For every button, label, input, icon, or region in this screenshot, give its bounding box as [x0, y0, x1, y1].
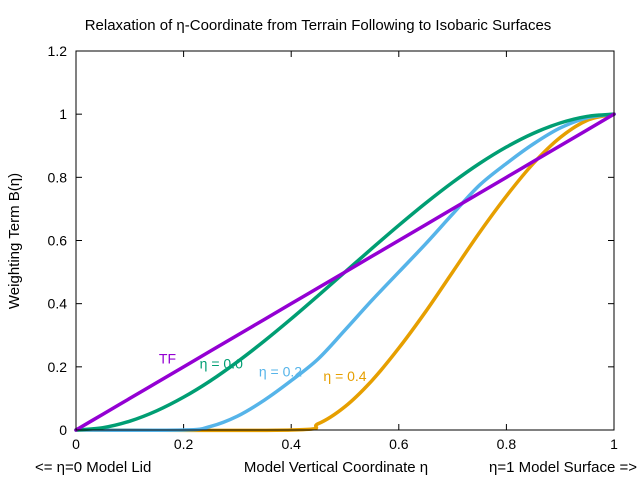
series-labels: TF η = 0.0 η = 0.2 η = 0.4 — [159, 351, 367, 384]
series-line-3 — [74, 112, 616, 433]
y-tick-label: 0.4 — [48, 296, 68, 312]
series-label-2: η = 0.2 — [259, 363, 302, 379]
data-series — [74, 112, 616, 433]
chart-title: Relaxation of η-Coordinate from Terrain … — [85, 17, 552, 34]
series-line-0 — [74, 112, 616, 432]
y-axis-title: Weighting Term B(η) — [6, 173, 23, 309]
x-axis-right-label: η=1 Model Surface => — [489, 459, 637, 476]
x-tick-label: 0 — [72, 436, 80, 452]
x-axis-left-label: <= η=0 Model Lid — [35, 459, 151, 476]
x-axis-title: Model Vertical Coordinate η — [244, 459, 428, 476]
x-tick-label: 0.8 — [497, 436, 517, 452]
series-label-1: η = 0.0 — [200, 355, 243, 371]
x-tick-label: 0.6 — [389, 436, 409, 452]
x-tick-label: 0.4 — [281, 436, 301, 452]
y-tick-label: 1.2 — [48, 43, 68, 59]
series-line-2 — [74, 112, 616, 433]
series-label-0: TF — [159, 351, 176, 367]
y-tick-label: 0.6 — [48, 233, 68, 249]
series-label-3: η = 0.4 — [323, 368, 366, 384]
plot-frame — [75, 50, 615, 431]
y-tick-label: 0.2 — [48, 359, 68, 375]
axis-ticks: 0 0.2 0.4 0.6 0.8 1 0 0.2 0.4 0.6 0.8 1 1.2 — [48, 43, 619, 452]
y-axis-title-group: Weighting Term B(η) — [6, 173, 23, 309]
x-tick-label: 0.2 — [174, 436, 194, 452]
y-tick-label: 0.8 — [48, 169, 68, 185]
y-tick-label: 0 — [59, 422, 67, 438]
y-tick-label: 1 — [59, 106, 67, 122]
x-tick-label: 1 — [610, 436, 618, 452]
